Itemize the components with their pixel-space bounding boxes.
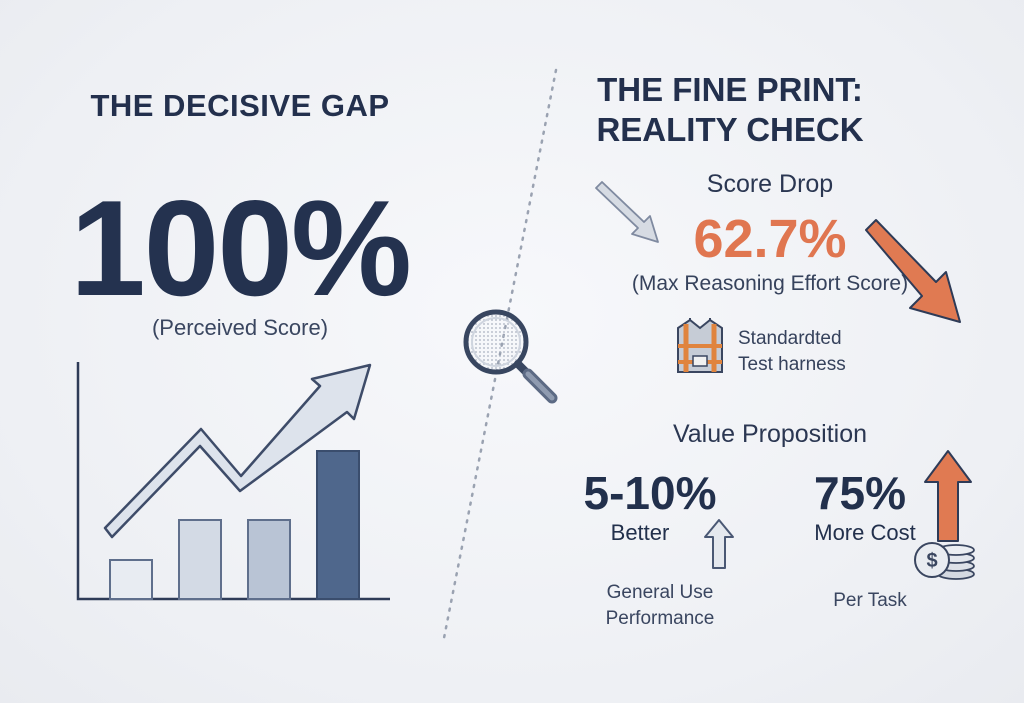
harness-line-2: Test harness	[738, 354, 846, 375]
chart-bar-1	[109, 559, 153, 600]
score-drop-label: Score Drop	[706, 170, 834, 198]
bar-chart-icon	[76, 362, 390, 601]
better-value: 5-10%	[583, 467, 717, 519]
right-title-line-1: THE FINE PRINT:	[597, 71, 863, 108]
better-desc-line-1: General Use	[606, 582, 714, 603]
score-drop-value: 62.7%	[693, 209, 847, 269]
coins-icon: $	[914, 542, 975, 580]
arrow-up-outline-icon	[704, 519, 734, 569]
better-desc-line-2: Performance	[605, 608, 715, 629]
right-title: THE FINE PRINT: REALITY CHECK	[560, 70, 900, 150]
chart-bar-2	[178, 519, 222, 600]
svg-text:$: $	[926, 550, 937, 572]
cost-value: 75%	[813, 467, 907, 519]
harness-label: Standardted Test harness	[738, 326, 938, 378]
value-proposition-title: Value Proposition	[672, 420, 868, 448]
arrow-up-orange-icon	[924, 450, 972, 542]
score-drop-description: (Max Reasoning Effort Score)	[631, 272, 909, 295]
trend-up-arrow-icon	[103, 363, 372, 539]
cost-label: More Cost	[814, 520, 916, 545]
left-title: THE DECISIVE GAP	[90, 88, 390, 123]
arrow-down-right-grey-icon	[595, 181, 659, 243]
perceived-score-label: (Perceived Score)	[151, 315, 329, 340]
chart-bar-4	[316, 450, 360, 600]
chart-bar-3	[247, 519, 291, 600]
magnifying-glass-icon	[463, 309, 558, 404]
better-label: Better	[610, 520, 670, 545]
cost-description: Per Task	[833, 590, 907, 611]
perceived-score-value: 100%	[70, 172, 412, 324]
better-description: General Use Performance	[580, 580, 740, 632]
right-title-line-2: REALITY CHECK	[596, 111, 864, 148]
harness-line-1: Standardted	[738, 328, 842, 349]
arrow-down-right-orange-icon	[865, 219, 961, 323]
safety-harness-icon	[677, 318, 723, 373]
